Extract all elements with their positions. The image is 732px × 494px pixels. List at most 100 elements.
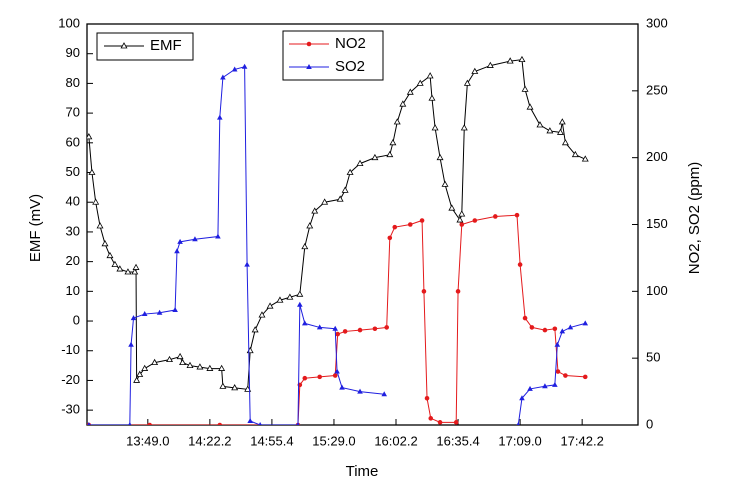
- marker: [266, 302, 274, 309]
- marker: [216, 114, 223, 120]
- marker: [335, 331, 340, 337]
- marker: [392, 224, 398, 230]
- marker: [407, 222, 413, 227]
- marker: [106, 251, 114, 259]
- marker: [453, 420, 459, 425]
- marker: [356, 159, 364, 167]
- marker: [87, 133, 93, 140]
- marker: [276, 296, 284, 303]
- marker: [332, 373, 338, 378]
- marker: [176, 352, 184, 360]
- y-tick-label: -10: [61, 342, 80, 357]
- marker: [486, 61, 494, 68]
- marker: [357, 388, 363, 394]
- marker: [458, 210, 466, 217]
- marker: [419, 218, 425, 223]
- y-tick-label: 10: [66, 283, 80, 298]
- marker: [542, 327, 548, 333]
- marker: [516, 422, 520, 425]
- marker: [141, 364, 149, 371]
- marker: [336, 195, 344, 202]
- legend-marker: [306, 41, 312, 47]
- marker: [460, 124, 468, 131]
- marker: [455, 289, 461, 294]
- marker: [581, 155, 589, 162]
- marker: [217, 422, 223, 425]
- marker: [342, 329, 348, 334]
- marker: [215, 233, 221, 239]
- marker: [393, 118, 401, 125]
- marker: [514, 212, 520, 218]
- marker: [517, 262, 523, 267]
- marker: [561, 138, 569, 146]
- marker: [156, 309, 163, 315]
- marker: [297, 301, 303, 307]
- marker: [132, 263, 140, 270]
- x-tick-label: 14:55.4: [250, 433, 293, 448]
- marker: [231, 384, 239, 391]
- y2-tick-label: 150: [646, 216, 668, 231]
- marker: [196, 363, 204, 370]
- marker: [389, 138, 397, 146]
- marker: [231, 66, 238, 72]
- marker: [416, 79, 424, 86]
- marker: [381, 391, 388, 397]
- marker: [186, 361, 194, 368]
- marker: [472, 218, 478, 223]
- y-tick-label: -30: [61, 402, 80, 417]
- marker: [192, 236, 198, 242]
- marker: [567, 324, 574, 330]
- y-tick-label: 20: [66, 253, 80, 268]
- marker: [316, 324, 323, 330]
- marker: [220, 74, 226, 80]
- marker: [218, 364, 226, 371]
- marker: [346, 168, 354, 175]
- marker: [571, 150, 579, 158]
- marker: [526, 103, 534, 110]
- marker: [177, 238, 183, 244]
- marker: [131, 268, 139, 275]
- marker: [301, 242, 309, 250]
- marker: [116, 265, 124, 272]
- marker: [128, 422, 132, 425]
- x-tick-label: 13:49.0: [126, 433, 169, 448]
- y-tick-label: -20: [61, 372, 80, 387]
- marker: [563, 373, 568, 378]
- y2-tick-label: 50: [646, 350, 660, 365]
- marker: [151, 358, 159, 366]
- marker: [101, 239, 109, 247]
- x-tick-label: 17:09.0: [498, 433, 541, 448]
- marker: [251, 326, 259, 333]
- marker: [124, 268, 132, 275]
- marker: [317, 374, 322, 380]
- y-tick-label: 30: [66, 223, 80, 238]
- marker: [492, 214, 498, 219]
- marker: [552, 326, 558, 332]
- marker: [519, 395, 525, 401]
- x-axis-label: Time: [346, 463, 379, 480]
- marker: [552, 381, 558, 387]
- x-tick-label: 15:29.0: [312, 433, 355, 448]
- marker: [244, 261, 250, 267]
- marker: [386, 150, 394, 158]
- marker: [296, 422, 300, 425]
- legend-box: [282, 30, 384, 81]
- marker: [357, 327, 363, 333]
- y2-tick-label: 200: [646, 149, 668, 164]
- y-tick-label: 90: [66, 45, 80, 60]
- marker: [536, 121, 544, 128]
- marker: [87, 422, 91, 425]
- y2-tick-label: 0: [646, 416, 653, 431]
- marker: [384, 325, 389, 330]
- marker: [306, 222, 314, 229]
- marker: [556, 128, 564, 135]
- marker: [399, 100, 407, 107]
- marker: [241, 63, 248, 69]
- marker: [459, 222, 465, 227]
- marker: [522, 315, 528, 321]
- marker: [559, 328, 566, 334]
- legend-label: SO2: [335, 58, 365, 75]
- marker: [296, 290, 304, 297]
- y-tick-label: 40: [66, 194, 80, 209]
